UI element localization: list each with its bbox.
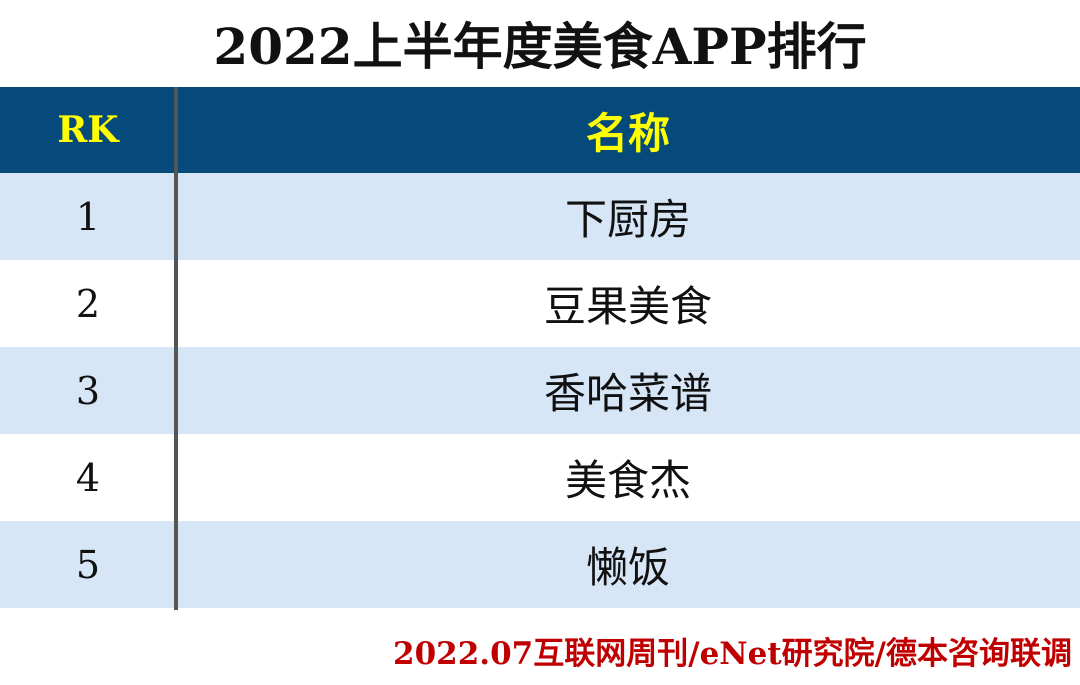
app-name-cell: 美食杰: [564, 456, 691, 505]
app-name-cell: 懒饭: [585, 543, 670, 592]
table-row: 3 香哈菜谱: [0, 347, 1080, 434]
table-row: 4 美食杰: [0, 434, 1080, 521]
header-rank: RK: [57, 109, 119, 151]
page-title: 2022上半年度美食APP排行: [213, 17, 867, 76]
column-divider: [174, 87, 178, 610]
rank-cell: 5: [75, 542, 101, 587]
table-row: 5 懒饭: [0, 521, 1080, 608]
source-note: 2022.07互联网周刊/eNet研究院/德本咨询联调: [393, 636, 1072, 672]
rank-cell: 1: [75, 194, 101, 239]
header-name: 名称: [585, 108, 670, 158]
app-name-cell: 豆果美食: [543, 282, 712, 331]
rank-cell: 4: [75, 455, 101, 500]
table-row: 1 下厨房: [0, 173, 1080, 260]
app-name-cell: 香哈菜谱: [543, 369, 712, 418]
table-header-row: RK 名称: [0, 87, 1080, 173]
rank-cell: 2: [75, 281, 101, 326]
app-name-cell: 下厨房: [564, 195, 691, 244]
rank-cell: 3: [75, 368, 101, 413]
table-row: 2 豆果美食: [0, 260, 1080, 347]
ranking-table: RK 名称 1 下厨房 2 豆果美食 3 香哈菜谱 4 美食杰 5 懒饭: [0, 87, 1080, 608]
